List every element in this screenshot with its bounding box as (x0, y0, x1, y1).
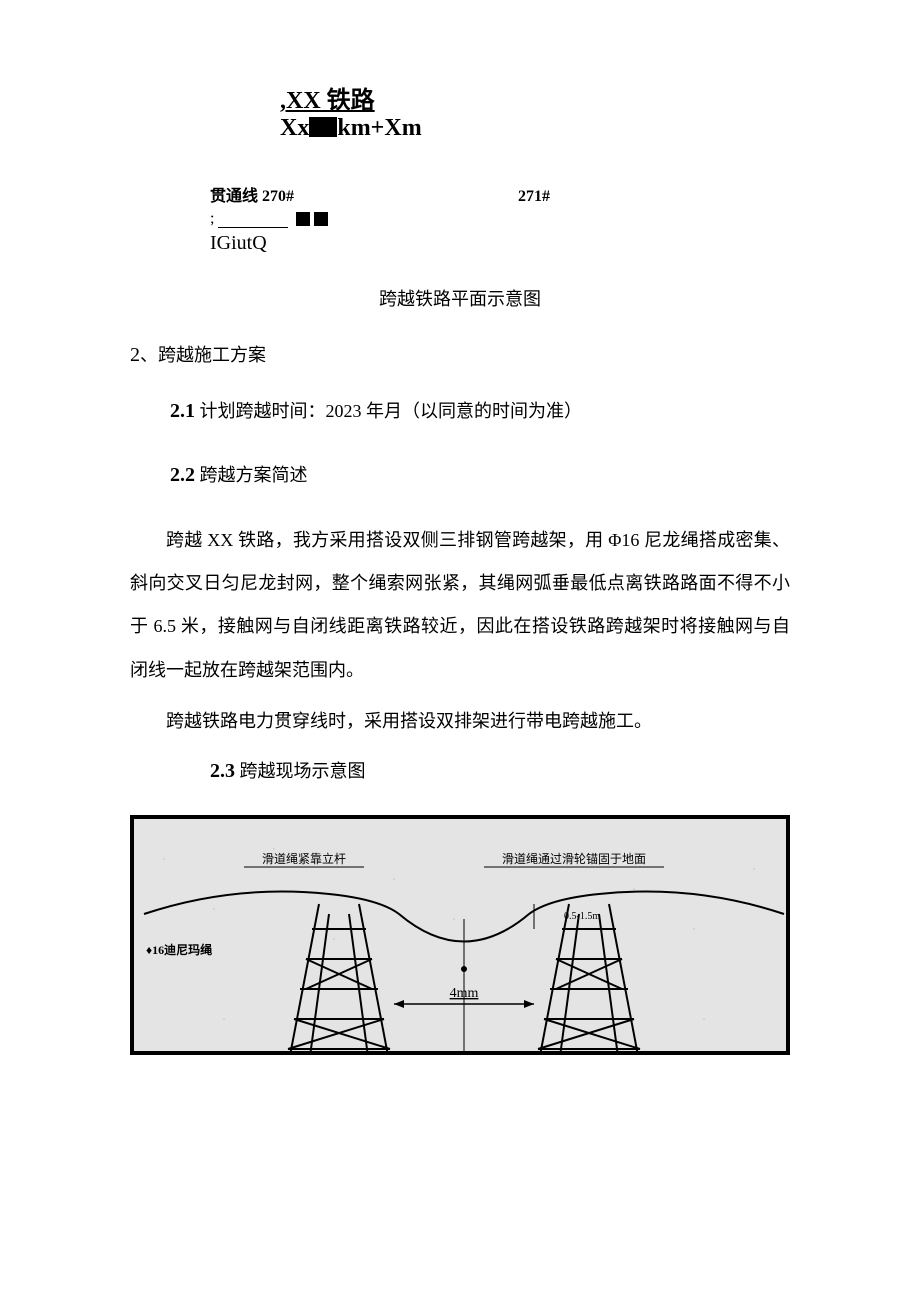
subsection-2-3: 2.3 跨越现场示意图 (210, 751, 790, 791)
plan-label-row: 贯通线 270# 271# (210, 182, 790, 206)
section-2-title: 、跨越施工方案 (140, 345, 266, 365)
top-title-block: ,XX 铁路 Xx km+Xm (280, 80, 790, 142)
sub-2-1-text: 计划跨越时间：2023 年月（以同意的时间为准） (195, 401, 582, 421)
subsection-2-2: 2.2 跨越方案简述 (170, 455, 790, 495)
diagram-dim-span: 4mm (450, 986, 479, 1001)
railway-km: Xx km+Xm (280, 115, 790, 142)
sub-2-3-num: 2.3 (210, 760, 235, 782)
figure-caption-plan: 跨越铁路平面示意图 (130, 285, 790, 311)
underline-blank (218, 227, 288, 228)
label-271: 271# (518, 188, 550, 206)
sub-2-2-text: 跨越方案简述 (195, 465, 308, 485)
code-text: IGiutQ (210, 232, 790, 255)
railway-name: ,XX 铁路 (280, 80, 790, 115)
paragraph-2: 跨越铁路电力贯穿线时，采用搭设双排架进行带电跨越施工。 (130, 700, 790, 743)
diagram-dim-top: 0.5-1.5m (564, 911, 600, 922)
km-prefix: Xx (280, 115, 309, 141)
subsection-2-1: 2.1 计划跨越时间：2023 年月（以同意的时间为准） (170, 391, 790, 431)
section-2-num: 2 (130, 344, 140, 366)
paragraph-1: 跨越 XX 铁路，我方采用搭设双侧三排钢管跨越架，用 Φ16 尼龙绳搭成密集、斜… (130, 519, 790, 692)
site-diagram-svg: 滑道绳紧靠立杆 滑道绳通过滑轮锚固于地面 ♦16迪尼玛绳 0.5-1.5m 4m… (134, 819, 790, 1055)
semicolon: ; (210, 210, 214, 227)
site-diagram: 滑道绳紧靠立杆 滑道绳通过滑轮锚固于地面 ♦16迪尼玛绳 0.5-1.5m 4m… (130, 815, 790, 1055)
diagram-label-right: 滑道绳通过滑轮锚固于地面 (502, 851, 646, 866)
diagram-label-left: 滑道绳紧靠立杆 (262, 851, 346, 866)
square-pair-icon (292, 210, 328, 227)
sub-2-3-text: 跨越现场示意图 (235, 761, 366, 781)
sub-2-1-num: 2.1 (170, 400, 195, 422)
sub-2-2-num: 2.2 (170, 464, 195, 486)
black-block-icon (309, 117, 337, 137)
label-270: 贯通线 270# (210, 182, 294, 206)
diagram-rope-label: ♦16迪尼玛绳 (146, 942, 212, 957)
semi-row: ; (210, 210, 790, 228)
section-2-heading: 2、跨越施工方案 (130, 341, 790, 367)
km-suffix: km+Xm (337, 115, 421, 141)
